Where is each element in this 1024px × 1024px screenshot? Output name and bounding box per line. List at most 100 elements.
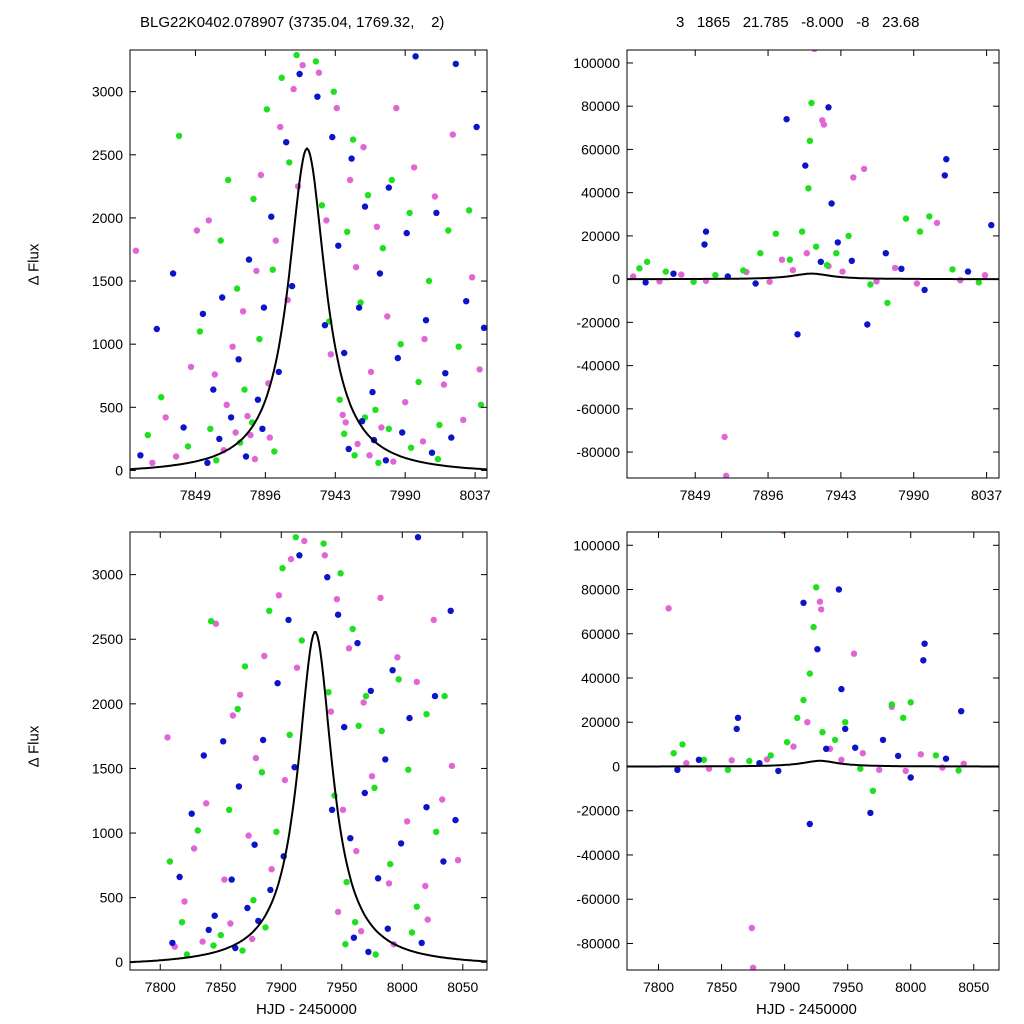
data-point xyxy=(132,247,140,254)
data-point xyxy=(805,185,812,192)
data-point xyxy=(323,217,330,224)
y-tick-label: -20000 xyxy=(576,314,620,330)
data-point xyxy=(372,951,379,958)
data-point xyxy=(465,207,473,214)
y-tick-label: 80000 xyxy=(581,582,620,598)
data-point xyxy=(431,193,439,200)
data-point xyxy=(430,616,437,624)
data-point xyxy=(241,663,249,670)
y-tick-label: 20000 xyxy=(581,228,620,244)
data-point xyxy=(347,835,354,842)
chart-panel-bottom-right: -80000 -60000 -40000 -20000 0 20000 40000 60000… xyxy=(573,531,1000,995)
data-point xyxy=(879,736,887,744)
x-tick-label: 7850 xyxy=(205,979,236,995)
data-point xyxy=(463,298,470,305)
data-point xyxy=(724,766,732,773)
data-point xyxy=(343,878,350,886)
data-point xyxy=(642,279,649,286)
data-point xyxy=(794,714,801,721)
data-point xyxy=(211,912,218,919)
x-tick-label: 7900 xyxy=(266,979,297,995)
data-point xyxy=(351,919,359,926)
data-point xyxy=(957,277,964,284)
data-point xyxy=(245,256,253,263)
data-point xyxy=(385,425,392,432)
data-point xyxy=(778,256,786,263)
data-point xyxy=(315,69,323,76)
data-point xyxy=(813,584,820,591)
data-point xyxy=(365,948,372,956)
data-point xyxy=(375,459,382,466)
data-point xyxy=(852,744,859,751)
data-point xyxy=(891,264,899,272)
chart-title-right: 3 1865 21.785 -8.000 -8 23.68 xyxy=(676,14,920,31)
data-point xyxy=(397,840,405,847)
y-tick-label: 0 xyxy=(612,271,620,287)
data-point xyxy=(683,760,690,767)
data-point xyxy=(251,841,258,848)
y-tick-label: -40000 xyxy=(576,358,620,374)
data-point xyxy=(225,176,232,184)
data-point xyxy=(786,256,793,263)
data-point xyxy=(346,176,354,184)
data-point xyxy=(329,133,336,141)
data-point xyxy=(328,806,336,813)
x-tick-label: 8037 xyxy=(460,487,491,503)
data-point xyxy=(296,552,303,559)
plot-frame xyxy=(626,531,1000,971)
data-point xyxy=(211,371,218,378)
data-point xyxy=(794,331,801,338)
data-point xyxy=(800,599,807,606)
data-point xyxy=(286,159,293,166)
data-point xyxy=(452,816,459,824)
x-tick-label: 7849 xyxy=(680,487,711,503)
data-point xyxy=(212,620,220,627)
data-point xyxy=(358,418,366,425)
data-point xyxy=(413,678,420,686)
data-point xyxy=(336,396,343,403)
data-point xyxy=(342,419,349,426)
data-point xyxy=(388,176,395,184)
data-point xyxy=(287,555,295,563)
data-point xyxy=(869,787,877,794)
data-point xyxy=(250,195,257,203)
y-tick-label: 60000 xyxy=(581,626,620,642)
data-point xyxy=(440,858,447,865)
data-point xyxy=(164,734,171,741)
x-tick-label: 7800 xyxy=(643,979,674,995)
data-point xyxy=(290,85,297,93)
data-point xyxy=(339,411,346,419)
data-point xyxy=(275,592,283,599)
x-tick-label: 8000 xyxy=(387,979,418,995)
data-point xyxy=(321,552,328,559)
data-point xyxy=(860,165,868,173)
data-point xyxy=(988,221,995,229)
data-point xyxy=(431,692,439,700)
data-point xyxy=(236,691,244,698)
x-tick-label: 7950 xyxy=(326,979,357,995)
data-point xyxy=(229,712,237,719)
data-point xyxy=(670,270,677,277)
data-point xyxy=(888,701,895,708)
data-point xyxy=(244,412,251,420)
data-point xyxy=(408,929,416,936)
data-point xyxy=(378,727,385,735)
data-point xyxy=(200,752,207,759)
y-tick-label: 0 xyxy=(115,954,123,970)
data-point xyxy=(377,594,384,602)
data-point xyxy=(767,752,774,759)
data-point xyxy=(330,88,337,95)
data-point xyxy=(378,424,385,431)
data-point xyxy=(341,430,348,437)
data-point xyxy=(382,457,390,464)
data-point xyxy=(205,217,212,224)
data-point xyxy=(291,764,298,771)
data-point xyxy=(353,847,360,855)
data-point xyxy=(433,209,440,217)
data-point xyxy=(859,750,866,757)
data-point xyxy=(354,639,361,647)
data-point xyxy=(442,370,449,377)
data-point xyxy=(250,897,257,904)
